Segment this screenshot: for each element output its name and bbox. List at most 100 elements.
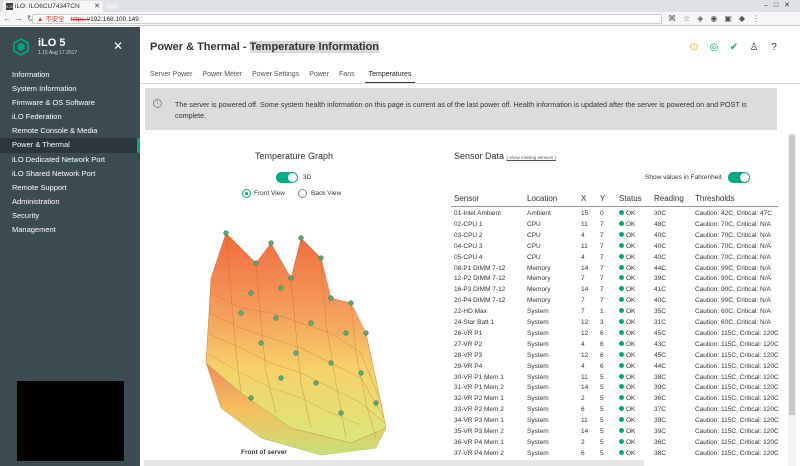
horizontal-scrollbar[interactable]	[144, 460, 644, 466]
col-status[interactable]: Status	[619, 194, 642, 203]
table-row[interactable]: 37-VR P4 Mem 2 System 6 5 OK 38C Caution: 115C…	[454, 448, 784, 459]
cell-reading: 39C	[654, 275, 666, 283]
tab-power[interactable]: Power	[309, 71, 330, 78]
sensor-points[interactable]	[223, 230, 379, 416]
cell-status: OK	[619, 208, 635, 219]
cell-y: 6	[600, 351, 604, 359]
table-row[interactable]: 16-P3 DIMM 7-12 Memory 14 7 OK 41C Caution: 90…	[454, 284, 784, 295]
menu-icon[interactable]: ⋮	[752, 14, 768, 23]
status-text: OK	[626, 220, 636, 228]
col-sensor[interactable]: Sensor	[454, 194, 480, 203]
table-row[interactable]: 02-CPU 1 CPU 11 7 OK 48C Caution: 70C, Critica…	[454, 219, 784, 230]
sidebar-item-administration[interactable]: Administration	[12, 196, 60, 206]
col-location[interactable]: Location	[527, 194, 558, 203]
window-controls[interactable]: –□✕	[764, 2, 796, 9]
nav-buttons[interactable]: ←→↻	[3, 14, 38, 23]
cell-sensor: 35-VR P3 Mem 2	[454, 428, 504, 435]
front-view-radio[interactable]	[242, 189, 251, 198]
col-reading[interactable]: Reading	[654, 194, 684, 203]
sidebar-item-ilo-federation[interactable]: iLO Federation	[12, 112, 62, 122]
table-row[interactable]: 26-VR P1 System 12 6 OK 45C Caution: 115C, Cri…	[454, 328, 784, 339]
table-row[interactable]: 32-VR P2 Mem 1 System 2 5 OK 36C Caution: 115C…	[454, 393, 784, 404]
not-secure-icon[interactable]: ▲ 不安全	[37, 16, 65, 23]
sidebar-item-remote-console-media[interactable]: Remote Console & Media	[12, 126, 98, 136]
sidebar-item-system-information[interactable]: System Information	[12, 84, 77, 94]
table-row[interactable]: 34-VR P3 Mem 1 System 11 5 OK 39C Caution: 115…	[454, 415, 784, 426]
show-missing-sensors-link[interactable]: ( show missing sensors )	[506, 155, 557, 160]
help-icon[interactable]: ?	[771, 42, 777, 53]
table-row[interactable]: 31-VR P1 Mem 2 System 14 5 OK 39C Caution: 115…	[454, 382, 784, 393]
health-check-icon[interactable]: ✔	[729, 42, 739, 53]
status-ok-icon	[619, 210, 624, 215]
forward-icon[interactable]: →	[15, 14, 27, 23]
table-row[interactable]: 28-VR P3 System 12 6 OK 45C Caution: 115C, Cri…	[454, 350, 784, 361]
col-x[interactable]: X	[581, 194, 587, 203]
table-row[interactable]: 24-Stor Batt 1 System 12 3 OK 31C Caution: 60C…	[454, 317, 784, 328]
sensor-table-body: 01-Inlet Ambient Ambient 15 0 OK 30C Caution: …	[454, 208, 784, 466]
reload-icon[interactable]: ↻	[27, 14, 38, 23]
cell-thresholds: Caution: 90C, Critical: N/A	[695, 286, 771, 294]
table-row[interactable]: 30-VR P1 Mem 1 System 11 5 OK 38C Caution: 115…	[454, 372, 784, 383]
sidebar-item-ilo-dedicated-network-port[interactable]: iLO Dedicated Network Port	[12, 154, 105, 164]
table-row[interactable]: 29-VR P4 System 4 6 OK 44C Caution: 115C, Crit…	[454, 361, 784, 372]
table-row[interactable]: 08-P1 DIMM 7-12 Memory 14 7 OK 44C Caution: 90…	[454, 263, 784, 274]
cell-thresholds: Caution: 60C, Critical: N/A	[695, 308, 771, 316]
cell-location: System	[527, 340, 549, 348]
page-scrollbar[interactable]	[788, 133, 796, 466]
sidebar-item-firmware-os-software[interactable]: Firmware & OS Software	[12, 98, 95, 108]
sidebar-item-information[interactable]: Information	[12, 70, 50, 79]
table-row[interactable]: 01-Inlet Ambient Ambient 15 0 OK 30C Caution: …	[454, 208, 784, 219]
back-icon[interactable]: ←	[3, 14, 15, 23]
sidebar-item-power-thermal[interactable]: Power & Thermal	[0, 138, 140, 153]
table-row[interactable]: 20-P4 DIMM 7-12 Memory 7 7 OK 40C Caution: 90C…	[454, 295, 784, 306]
sidebar-item-security[interactable]: Security	[12, 210, 40, 220]
translate-icon[interactable]: ⌘	[668, 14, 683, 23]
remote-console-thumbnail[interactable]	[17, 381, 124, 461]
cell-reading: 36C	[654, 395, 666, 403]
sidebar-item-ilo-shared-network-port[interactable]: iLO Shared Network Port	[12, 168, 96, 178]
fahrenheit-toggle[interactable]	[728, 172, 750, 183]
fahrenheit-toggle-label: Show values in Fahrenheit	[645, 174, 722, 181]
tab-fans[interactable]: Fans	[339, 71, 355, 78]
browser-tab[interactable]: iLO iLO: ILO6CU74347CN ✕	[3, 1, 103, 12]
browser-toolbar-icons[interactable]: ⌘☆◈◉▣◆⋮	[668, 14, 767, 23]
status-text: OK	[626, 275, 636, 283]
col-y[interactable]: Y	[600, 194, 606, 203]
table-row[interactable]: 04-CPU 3 CPU 11 7 OK 40C Caution: 70C, Critica…	[454, 241, 784, 252]
cell-reading: 40C	[654, 253, 666, 261]
close-tab-icon[interactable]: ✕	[94, 3, 100, 10]
cell-sensor: 31-VR P1 Mem 2	[454, 384, 504, 392]
table-row[interactable]: 33-VR P2 Mem 2 System 6 5 OK 37C Caution: 115C…	[454, 404, 784, 415]
table-row[interactable]: 36-VR P4 Mem 1 System 2 5 OK 36C Caution: 115C…	[454, 437, 784, 448]
url-input[interactable]: ▲ 不安全 https://192.168.100.149	[32, 14, 662, 24]
tab-power-settings[interactable]: Power Settings	[252, 71, 300, 78]
table-row[interactable]: 22-HD Max System 7 1 OK 35C Caution: 60C, Crit…	[454, 306, 784, 317]
tab-server-power[interactable]: Server Power	[150, 71, 193, 78]
temperature-surface-plot[interactable]	[201, 213, 401, 458]
extension-icon[interactable]: ◉	[710, 14, 725, 23]
cell-status: OK	[619, 252, 635, 263]
uid-icon[interactable]: ◎	[709, 42, 719, 53]
user-icon[interactable]: ♙	[749, 42, 759, 53]
col-thresholds[interactable]: Thresholds	[695, 194, 735, 203]
power-icon[interactable]: ⏻	[690, 42, 698, 53]
table-row[interactable]: 03-CPU 2 CPU 4 7 OK 40C Caution: 70C, Critical…	[454, 230, 784, 241]
sidebar-item-remote-support[interactable]: Remote Support	[12, 182, 67, 192]
extension-icon[interactable]: ▣	[724, 14, 739, 23]
table-row[interactable]: 27-VR P2 System 4 6 OK 43C Caution: 115C, Crit…	[454, 339, 784, 350]
extension-icon[interactable]: ◆	[738, 14, 753, 23]
back-view-radio[interactable]	[298, 189, 307, 198]
table-row[interactable]: 12-P2 DIMM 7-12 Memory 7 7 OK 39C Caution: 90C…	[454, 273, 784, 284]
scrollbar-thumb[interactable]	[789, 135, 795, 415]
close-sidebar-icon[interactable]: ✕	[113, 39, 124, 53]
tab-temperatures[interactable]: Temperatures	[364, 69, 416, 84]
toggle-3d[interactable]	[276, 172, 298, 183]
table-row[interactable]: 05-CPU 4 CPU 4 7 OK 40C Caution: 70C, Critical…	[454, 252, 784, 263]
new-tab-button[interactable]	[106, 3, 118, 10]
cell-thresholds: Caution: 70C, Critical: N/A	[695, 231, 771, 239]
tab-power-meter[interactable]: Power Meter	[202, 71, 243, 78]
sidebar-item-management[interactable]: Management	[12, 225, 56, 235]
table-row[interactable]: 35-VR P3 Mem 2 System 14 5 OK 39C Caution: 115…	[454, 426, 784, 437]
star-icon[interactable]: ☆	[683, 14, 698, 23]
extension-icon[interactable]: ◈	[697, 14, 711, 23]
